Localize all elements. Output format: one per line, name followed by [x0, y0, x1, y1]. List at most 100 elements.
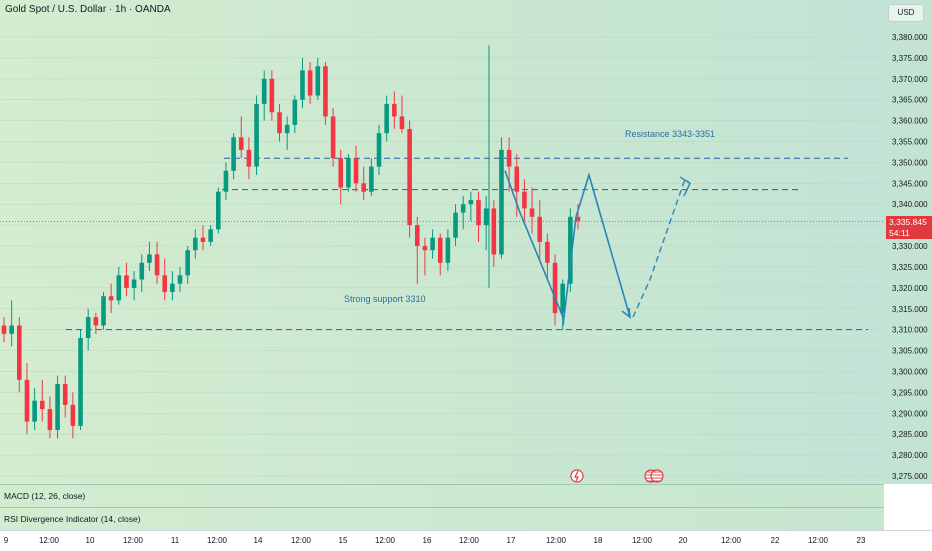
candle — [108, 283, 114, 313]
candle — [70, 392, 76, 439]
candle — [185, 246, 190, 284]
time-tick: 9 — [3, 536, 9, 545]
candle — [414, 216, 420, 284]
price-tick: 3,345.000 — [892, 179, 928, 188]
candle — [445, 229, 451, 272]
candle — [338, 149, 344, 205]
current-price-flag: 3,335.845 — [886, 216, 932, 228]
candle — [476, 191, 481, 242]
candle — [323, 62, 328, 125]
time-tick: 16 — [422, 536, 432, 545]
candle — [376, 124, 382, 175]
macd-pane[interactable]: MACD (12, 26, close) — [0, 484, 884, 507]
candle — [522, 179, 527, 221]
candle — [39, 379, 45, 422]
candle — [238, 116, 244, 159]
candle — [93, 312, 99, 334]
candle — [62, 375, 68, 418]
candle — [85, 308, 91, 351]
price-tick: 3,365.000 — [892, 96, 928, 105]
rsi-pane[interactable]: RSI Divergence Indicator (14, close) — [0, 507, 884, 531]
indicator-axis — [884, 484, 932, 530]
time-tick: 12:00 — [458, 536, 480, 545]
time-tick: 18 — [593, 536, 603, 545]
candle — [392, 91, 397, 129]
candle — [17, 317, 22, 393]
candle — [399, 95, 405, 134]
candle — [269, 70, 275, 121]
candle — [568, 208, 573, 293]
macd-label[interactable]: MACD (12, 26, close) — [4, 491, 86, 501]
projection-dashed-arrowhead — [679, 176, 691, 197]
symbol-title[interactable]: Gold Spot / U.S. Dollar · 1h · OANDA — [5, 4, 171, 15]
candle — [514, 154, 520, 217]
candle — [307, 62, 313, 104]
candle — [545, 233, 550, 280]
candle — [124, 262, 129, 297]
currency-button[interactable]: USD — [888, 4, 924, 22]
candle — [361, 166, 367, 201]
candle — [223, 162, 229, 201]
candle — [491, 200, 497, 267]
candle — [231, 133, 236, 180]
time-tick: 12:00 — [720, 536, 742, 545]
candles — [1, 45, 581, 439]
candle — [284, 116, 290, 150]
countdown-flag: 54:11 — [886, 228, 932, 239]
price-tick: 3,285.000 — [892, 430, 928, 439]
price-tick: 3,325.000 — [892, 263, 928, 272]
candle — [193, 229, 198, 259]
candle — [147, 241, 152, 272]
candle — [246, 137, 252, 180]
candle — [170, 271, 175, 301]
candle — [315, 57, 321, 100]
event-markers[interactable] — [570, 469, 664, 483]
candle — [529, 187, 535, 234]
candle — [1, 317, 7, 343]
candle — [200, 225, 206, 251]
price-axis-background — [884, 0, 932, 484]
candle — [300, 57, 305, 109]
candle — [460, 195, 466, 230]
candle — [537, 200, 543, 259]
price-axis: 3,380.000 3,375.000 3,370.000 3,365.000 3,36… — [892, 33, 928, 481]
support-label: Strong support 3310 — [344, 294, 426, 304]
candle — [353, 145, 359, 192]
candle — [560, 279, 565, 330]
candle — [208, 225, 213, 247]
candle — [177, 266, 183, 293]
candle — [422, 237, 428, 276]
candle — [384, 95, 389, 142]
candle — [552, 254, 558, 326]
time-tick: 10 — [85, 536, 95, 545]
time-tick: 22 — [770, 536, 780, 545]
candle — [330, 108, 336, 167]
candle — [468, 191, 474, 221]
candle — [32, 388, 37, 431]
candle — [369, 158, 374, 196]
candle — [78, 329, 83, 431]
price-tick: 3,305.000 — [892, 347, 928, 356]
price-tick: 3,370.000 — [892, 75, 928, 84]
rsi-label[interactable]: RSI Divergence Indicator (14, close) — [4, 514, 141, 524]
us-flag-event-icon[interactable] — [644, 469, 664, 483]
candle — [116, 266, 122, 305]
price-tick: 3,375.000 — [892, 54, 928, 63]
time-tick: 12:00 — [122, 536, 144, 545]
price-tick: 3,295.000 — [892, 388, 928, 397]
projection-line — [562, 172, 631, 326]
time-tick: 12:00 — [374, 536, 396, 545]
price-tick: 3,315.000 — [892, 305, 928, 314]
time-axis[interactable]: 9 12:00 10 12:00 11 12:00 14 12:00 15 12… — [0, 530, 932, 551]
candle — [483, 195, 489, 251]
price-tick: 3,320.000 — [892, 284, 928, 293]
candle — [346, 154, 351, 192]
time-tick: 12:00 — [807, 536, 829, 545]
lightning-event-icon[interactable] — [570, 469, 584, 483]
time-tick: 23 — [856, 536, 866, 545]
price-tick: 3,300.000 — [892, 367, 928, 376]
projection-drop — [504, 170, 564, 318]
time-tick: 17 — [506, 536, 516, 545]
